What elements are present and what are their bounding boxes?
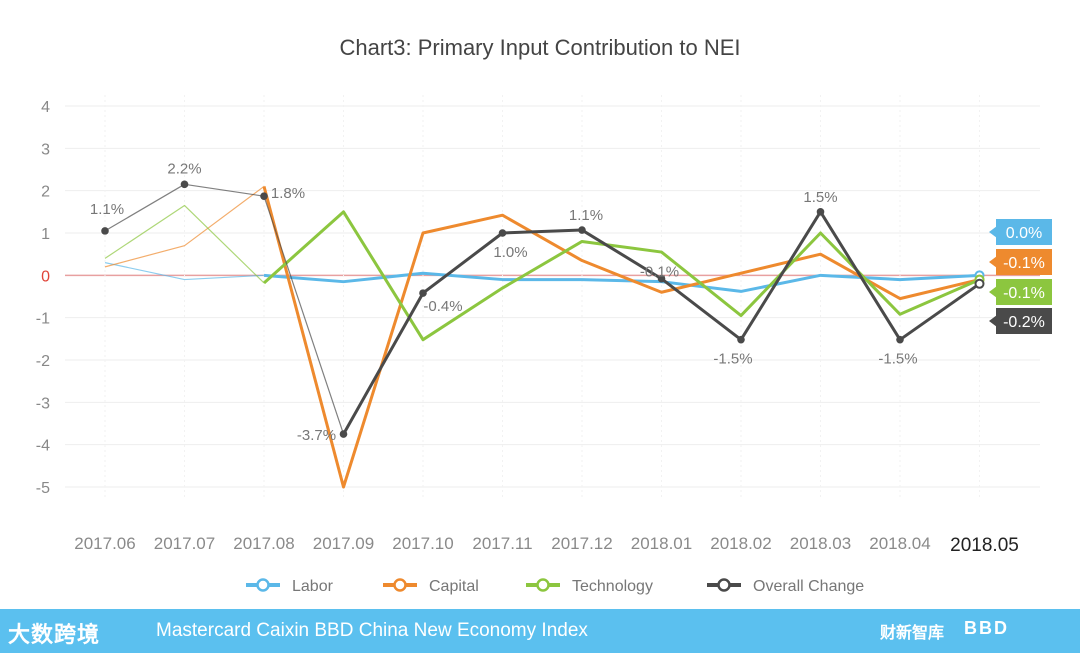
overall-callout-box: [989, 308, 1052, 334]
data-label: 1.1%: [569, 207, 603, 224]
x-axis: 2017.06 2017.07 2017.08 2017.09 2017.10 2017.…: [74, 534, 1019, 556]
overall-point: [180, 180, 189, 189]
legend-swatch-marker: [393, 578, 407, 592]
caixin-logo: 财新智库: [880, 625, 945, 642]
y-tick-label: 1: [41, 226, 50, 243]
overall-point: [896, 335, 904, 344]
capital-callout-box: [989, 249, 1052, 275]
x-tick-label: 2017.10: [392, 534, 453, 553]
capital-line-faded: [104, 185, 265, 268]
labor-callout-box: [989, 219, 1052, 245]
overall-point: [657, 274, 666, 283]
overall-callout-label: -0.2%: [1003, 314, 1045, 331]
footer-brand-logo: 大数跨境: [8, 622, 101, 647]
legend-label: Capital: [429, 578, 479, 595]
data-label: 2.2%: [167, 160, 201, 177]
technology-line-faded: [104, 204, 265, 284]
y-tick-label: -4: [36, 438, 50, 455]
y-tick-label: -5: [36, 480, 50, 497]
labor-line-faded: [104, 262, 265, 281]
y-tick-label: -2: [36, 353, 50, 370]
labor-callout-label: 0.0%: [1006, 225, 1042, 242]
data-label: -1.5%: [878, 351, 917, 368]
legend-swatch-marker: [717, 578, 731, 592]
x-tick-label: 2017.12: [551, 534, 612, 553]
overall-point: [260, 192, 268, 200]
data-label: -0.4%: [423, 298, 462, 315]
footer-title: Mastercard Caixin BBD China New Economy …: [156, 620, 588, 641]
x-tick-label: 2017.11: [472, 534, 532, 553]
data-label: 1.1%: [90, 201, 124, 218]
capital-callout-label: -0.1%: [1003, 255, 1045, 272]
data-label: -3.7%: [297, 427, 336, 444]
technology-callout-box: [989, 279, 1052, 305]
legend-label: Labor: [292, 578, 334, 595]
capital-line: [262, 186, 980, 489]
overall-point: [498, 229, 507, 237]
end-callouts: 0.0% -0.1% -0.1% -0.2%: [989, 219, 1052, 334]
legend-swatch-marker: [256, 578, 270, 592]
x-tick-label: 2017.09: [313, 534, 374, 553]
data-label: -1.5%: [713, 351, 752, 368]
x-tick-label: 2017.06: [74, 534, 135, 553]
overall-line-faded: [104, 183, 345, 435]
y-axis: 4 3 2 1 0 -1 -2 -3 -4 -5: [36, 99, 50, 497]
chart-svg: Chart3: Primary Input Contribution to NE…: [36, 35, 1052, 595]
y-tick-label: -1: [36, 311, 50, 328]
chart-title: Chart3: Primary Input Contribution to NE…: [339, 35, 740, 60]
x-tick-label: 2018.03: [790, 534, 851, 553]
x-tick-label: 2017.07: [154, 534, 215, 553]
data-label: 1.8%: [271, 185, 305, 202]
overall-point: [816, 208, 825, 216]
overall-point: [339, 430, 348, 438]
data-label: 1.0%: [493, 244, 527, 261]
overall-point: [737, 335, 745, 344]
legend: Labor Capital Technology Overall Change: [246, 578, 864, 595]
legend-swatch-marker: [536, 578, 550, 592]
legend-label: Technology: [572, 578, 653, 595]
y-tick-label: 2: [41, 184, 50, 201]
series-group: [101, 180, 985, 489]
overall-end-marker: [974, 278, 985, 289]
footer-bar: 大数跨境 Mastercard Caixin BBD China New Eco…: [0, 609, 1080, 653]
bbd-logo: BBD: [964, 618, 1009, 638]
legend-label: Overall Change: [753, 578, 864, 595]
overall-point: [101, 227, 109, 235]
data-labels: 1.1% 2.2% 1.8% -3.7% -0.4% 1.0% 1.1% -0.1% -1.5%…: [90, 160, 918, 444]
y-tick-label: 3: [41, 141, 50, 158]
x-tick-label: 2017.08: [233, 534, 294, 553]
y-tick-label: -3: [36, 395, 50, 412]
x-tick-label: 2018.02: [710, 534, 771, 553]
x-tick-label: 2018.01: [631, 534, 692, 553]
overall-point: [419, 289, 427, 297]
technology-callout-label: -0.1%: [1003, 285, 1045, 302]
grid: [65, 95, 1040, 500]
overall-point: [578, 226, 586, 234]
x-tick-label: 2018.04: [869, 534, 930, 553]
y-tick-label: 0: [41, 268, 50, 285]
x-tick-label: 2018.05: [950, 535, 1019, 556]
y-tick-label: 4: [41, 99, 50, 116]
data-label: -0.1%: [640, 264, 679, 281]
data-label: 1.5%: [803, 189, 837, 206]
